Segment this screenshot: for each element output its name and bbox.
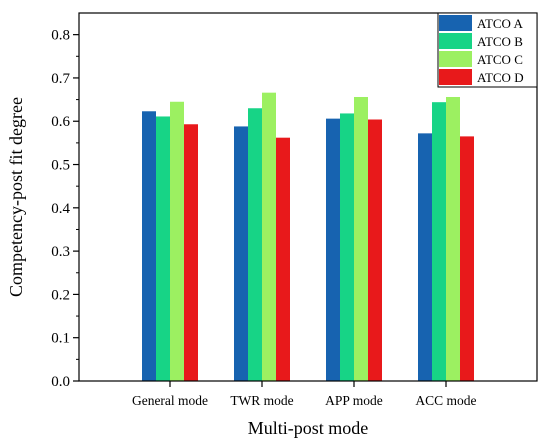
- legend: ATCO A ATCO B ATCO C ATCO D: [437, 12, 538, 88]
- y-tick-label: 0.0: [51, 374, 70, 390]
- y-tick-label: 0.1: [51, 331, 70, 347]
- legend-label: ATCO B: [477, 34, 523, 49]
- y-tick-label: 0.4: [51, 201, 70, 217]
- legend-label: ATCO D: [477, 70, 524, 85]
- bar: [276, 137, 290, 381]
- bar: [248, 108, 262, 381]
- x-tick-label: ACC mode: [415, 393, 476, 408]
- bar: [234, 126, 248, 381]
- bar: [142, 111, 156, 381]
- y-tick-label: 0.2: [51, 287, 70, 303]
- bar: [184, 124, 198, 382]
- x-axis: General mode TWR mode APP mode ACC mode: [132, 381, 477, 408]
- y-tick-label: 0.5: [51, 158, 70, 174]
- bar: [170, 101, 184, 382]
- legend-label: ATCO C: [477, 52, 523, 67]
- legend-swatch: [439, 69, 472, 85]
- bar: [446, 96, 460, 381]
- bar: [340, 113, 354, 381]
- y-tick-label: 0.8: [51, 28, 70, 44]
- legend-swatch: [439, 33, 472, 49]
- y-tick-label: 0.6: [51, 114, 70, 130]
- x-tick-label: TWR mode: [230, 393, 293, 408]
- legend-swatch: [439, 15, 472, 31]
- y-axis-title: Competency-post fit degree: [6, 97, 26, 297]
- bar: [326, 118, 340, 382]
- y-tick-label: 0.7: [51, 71, 70, 87]
- y-axis: 0.0 0.1 0.2 0.3 0.4 0.5 0.6 0.7 0.8: [51, 28, 79, 390]
- bars-group: [142, 92, 474, 382]
- y-tick-label: 0.3: [51, 244, 70, 260]
- bar: [432, 102, 446, 381]
- x-tick-label: General mode: [132, 393, 208, 408]
- x-axis-title: Multi-post mode: [248, 418, 369, 438]
- bar: [418, 133, 432, 381]
- legend-swatch: [439, 51, 472, 67]
- bar: [354, 96, 368, 381]
- x-tick-label: APP mode: [325, 393, 383, 408]
- bar: [156, 116, 170, 382]
- legend-label: ATCO A: [477, 16, 523, 31]
- bar: [368, 119, 382, 381]
- bar: [262, 92, 276, 381]
- bar: [460, 136, 474, 381]
- plot-frame: [78, 12, 538, 382]
